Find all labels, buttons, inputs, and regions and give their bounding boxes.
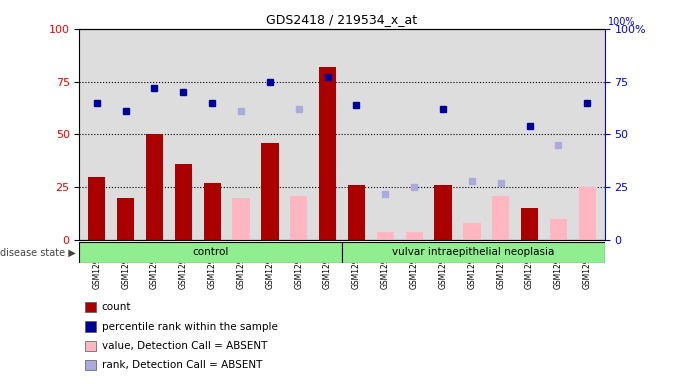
Text: count: count: [102, 302, 131, 312]
Text: value, Detection Call = ABSENT: value, Detection Call = ABSENT: [102, 341, 267, 351]
Bar: [550, 219, 567, 240]
Bar: [435, 185, 452, 240]
Bar: [342, 242, 605, 263]
Bar: [492, 196, 509, 240]
Bar: [290, 196, 307, 240]
Bar: [146, 134, 163, 240]
Text: vulvar intraepithelial neoplasia: vulvar intraepithelial neoplasia: [392, 247, 554, 258]
Bar: [348, 185, 365, 240]
Bar: [521, 208, 538, 240]
Text: control: control: [193, 247, 229, 258]
Bar: [578, 187, 596, 240]
Bar: [85, 321, 96, 332]
Bar: [88, 177, 106, 240]
Text: percentile rank within the sample: percentile rank within the sample: [102, 321, 277, 331]
Title: GDS2418 / 219534_x_at: GDS2418 / 219534_x_at: [267, 13, 417, 26]
Text: rank, Detection Call = ABSENT: rank, Detection Call = ABSENT: [102, 360, 262, 371]
Bar: [85, 360, 96, 371]
Bar: [261, 143, 278, 240]
Bar: [406, 232, 423, 240]
Text: disease state ▶: disease state ▶: [0, 247, 76, 258]
Bar: [117, 198, 134, 240]
Bar: [232, 198, 249, 240]
Bar: [463, 223, 480, 240]
Bar: [377, 232, 394, 240]
Bar: [319, 67, 337, 240]
Text: 100%: 100%: [608, 17, 636, 27]
Bar: [79, 242, 342, 263]
Bar: [85, 302, 96, 312]
Bar: [175, 164, 192, 240]
Bar: [85, 341, 96, 351]
Bar: [204, 183, 221, 240]
